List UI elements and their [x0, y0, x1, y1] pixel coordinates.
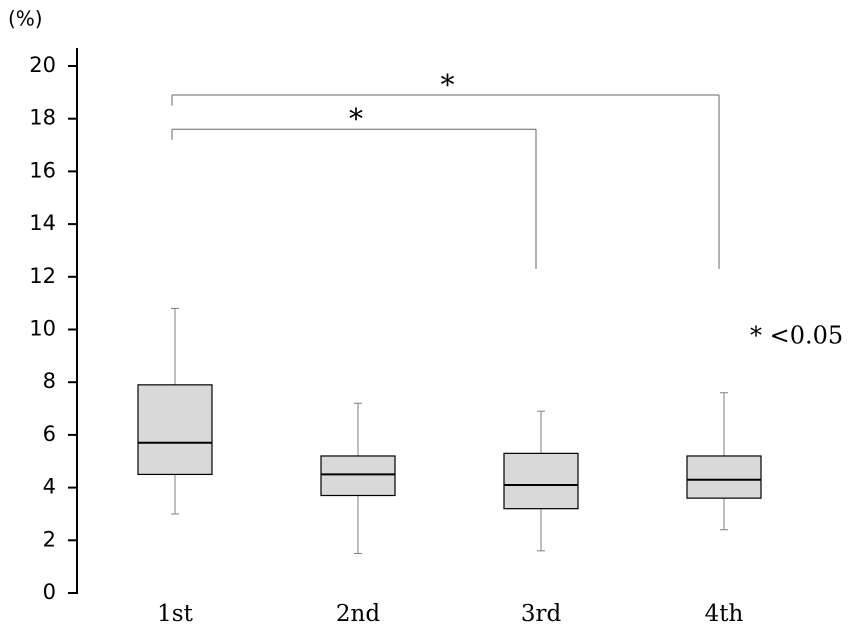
y-tick-label: 18 — [29, 106, 56, 130]
y-axis-label: (%) — [8, 7, 43, 31]
y-tick-label: 20 — [29, 53, 56, 77]
bracket-label: * — [441, 68, 455, 101]
x-tick-label: 3rd — [521, 601, 562, 627]
box — [503, 452, 579, 510]
x-tick-label: 4th — [705, 601, 744, 627]
y-tick-label: 14 — [29, 211, 56, 235]
box — [320, 455, 396, 497]
y-tick-label: 10 — [29, 317, 56, 341]
bracket-label: * — [349, 103, 363, 136]
x-tick-label: 2nd — [336, 601, 380, 627]
significance-note: * <0.05 — [750, 322, 843, 350]
box — [137, 384, 213, 476]
y-tick-label: 16 — [29, 158, 56, 182]
box — [686, 455, 762, 499]
y-tick-label: 2 — [43, 527, 56, 551]
y-tick-label: 4 — [43, 475, 56, 499]
x-tick-label: 1st — [157, 601, 193, 627]
y-tick-label: 8 — [43, 369, 56, 393]
y-tick-label: 0 — [43, 580, 56, 604]
y-tick-label: 6 — [43, 422, 56, 446]
y-tick-label: 12 — [29, 264, 56, 288]
